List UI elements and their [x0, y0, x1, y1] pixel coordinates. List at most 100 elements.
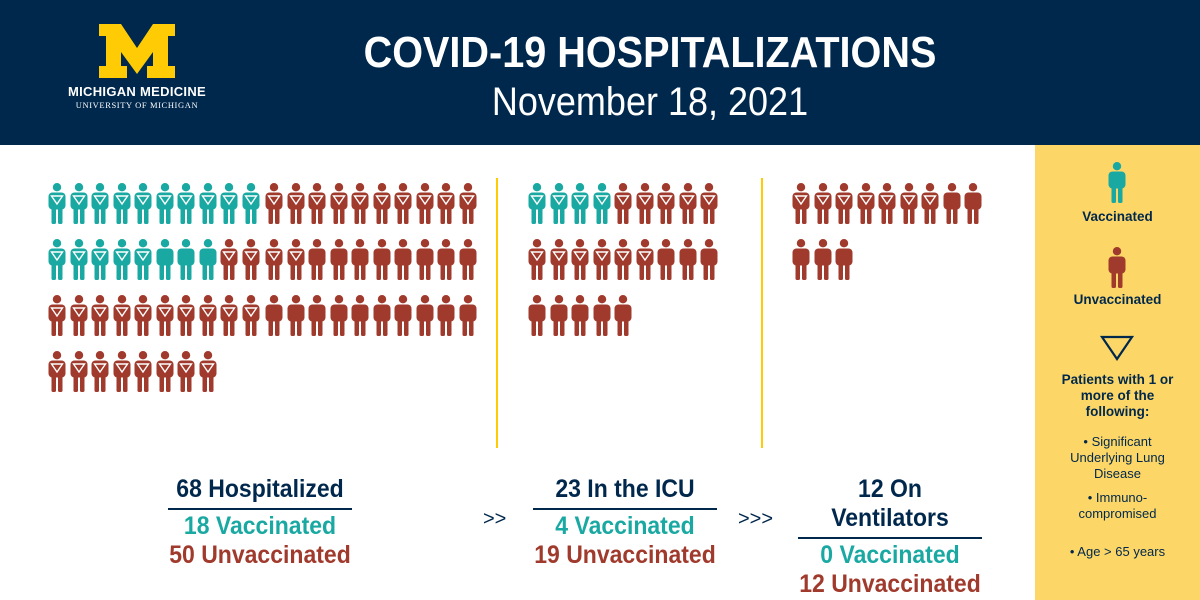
stat-hospitalized: 68 Hospitalized 18 Vaccinated 50 Unvacci… [160, 475, 360, 570]
unvaccinated-person-icon [921, 183, 939, 224]
unvaccinated-person-icon [70, 351, 87, 392]
unvaccinated-person-icon [394, 183, 412, 224]
unvaccinated-person-icon [550, 295, 567, 336]
arrow-1: >> [483, 508, 507, 530]
unvaccinated-person-icon [835, 239, 853, 280]
stat-hospitalized-vaccinated: 18 Vaccinated [183, 512, 337, 540]
unvaccinated-person-icon [857, 183, 874, 224]
unvaccinated-person-icon [220, 239, 238, 280]
unvaccinated-person-icon [373, 239, 390, 280]
unvaccinated-person-icon [330, 239, 347, 280]
unvaccinated-person-icon [964, 183, 982, 224]
divider-1 [496, 178, 498, 448]
unvaccinated-person-icon [134, 351, 152, 392]
unvaccinated-person-icon [113, 351, 130, 392]
unvaccinated-person-icon [113, 295, 130, 336]
stat-icu-unvaccinated: 19 Unvaccinated [534, 541, 716, 569]
unvaccinated-person-icon [792, 239, 810, 280]
unvaccinated-person-icon [593, 295, 610, 336]
page-date: November 18, 2021 [491, 80, 809, 124]
unvaccinated-person-icon [416, 239, 433, 280]
unvaccinated-person-icon [679, 183, 696, 224]
unvaccinated-person-icon [308, 239, 326, 280]
unvaccinated-person-icon [199, 295, 216, 336]
unvaccinated-person-icon [220, 295, 238, 336]
unvaccinated-person-icon [459, 239, 476, 280]
unvaccinated-person-icon [373, 295, 390, 336]
legend-risk-item-immuno: • Immuno-compromised [1078, 490, 1157, 521]
unvaccinated-person-icon [700, 239, 718, 280]
vaccinated-person-icon [48, 183, 66, 224]
unvaccinated-person-icon [265, 183, 283, 224]
vaccinated-person-icon [550, 183, 567, 224]
unvaccinated-person-icon [156, 295, 173, 336]
unvaccinated-person-icon [636, 239, 653, 280]
vaccinated-person-icon [134, 239, 152, 280]
unvaccinated-person-icon [394, 239, 412, 280]
unvaccinated-person-icon [265, 239, 283, 280]
header-banner: MICHIGAN MEDICINE UNIVERSITY OF MICHIGAN… [0, 0, 1200, 145]
legend-vaccinated-label: Vaccinated [1082, 209, 1153, 224]
block-m-icon [99, 24, 175, 78]
unvaccinated-person-icon [657, 183, 675, 224]
unvaccinated-person-icon [287, 183, 304, 224]
unvaccinated-person-icon [900, 183, 917, 224]
stat-ventilators: 12 On Ventilators 0 Vaccinated 12 Unvacc… [790, 475, 990, 599]
stat-hospitalized-unvaccinated: 50 Unvaccinated [169, 541, 351, 569]
unvaccinated-person-icon [614, 295, 632, 336]
unvaccinated-person-icon [528, 239, 546, 280]
legend-panel: Vaccinated Unvaccinated Patients with 1 … [1035, 145, 1200, 600]
unvaccinated-person-icon [373, 183, 390, 224]
stat-ventilators-vaccinated: 0 Vaccinated [820, 541, 960, 569]
unvaccinated-person-icon [835, 183, 853, 224]
vaccinated-person-icon [177, 239, 195, 280]
unvaccinated-person-icon [416, 295, 433, 336]
unvaccinated-person-icon [308, 295, 326, 336]
unvaccinated-person-icon [330, 295, 347, 336]
stat-icu: 23 In the ICU 4 Vaccinated 19 Unvaccinat… [525, 475, 725, 570]
legend-unvaccinated-label: Unvaccinated [1073, 292, 1162, 307]
unvaccinated-person-icon [437, 239, 455, 280]
stat-ventilators-unvaccinated: 12 Unvaccinated [799, 570, 981, 598]
unvaccinated-person-icon [437, 295, 455, 336]
vaccinated-person-icon [242, 183, 259, 224]
unvaccinated-person-icon [287, 239, 304, 280]
risk-triangle-icon [1100, 335, 1134, 361]
unvaccinated-person-icon [943, 183, 960, 224]
vaccinated-person-icon [199, 183, 216, 224]
vaccinated-person-icon [220, 183, 238, 224]
legend-risk-item-age: • Age > 65 years [1069, 544, 1166, 559]
vaccinated-person-icon [1108, 162, 1126, 203]
unvaccinated-person-icon [351, 295, 369, 336]
vaccinated-person-icon [528, 183, 546, 224]
logo-line1: MICHIGAN MEDICINE [68, 84, 206, 99]
unvaccinated-person-icon [614, 183, 632, 224]
unvaccinated-person-icon [156, 351, 173, 392]
unvaccinated-person-icon [593, 239, 610, 280]
unvaccinated-person-icon [614, 239, 632, 280]
unvaccinated-person-icon [351, 239, 369, 280]
unvaccinated-person-icon [70, 295, 87, 336]
unvaccinated-person-icon [394, 295, 412, 336]
vaccinated-person-icon [70, 183, 87, 224]
unvaccinated-person-icon [242, 239, 259, 280]
unvaccinated-person-icon [437, 183, 455, 224]
legend-risk-heading: Patients with 1 or more of the following… [1061, 372, 1174, 419]
unvaccinated-person-icon [48, 351, 66, 392]
legend-risk-item-lung: • Significant Underlying Lung Disease [1070, 434, 1165, 481]
unvaccinated-person-icon [91, 295, 109, 336]
vaccinated-person-icon [70, 239, 87, 280]
unvaccinated-person-icon [48, 295, 66, 336]
arrow-2: >>> [738, 508, 774, 530]
vaccinated-person-icon [199, 239, 216, 280]
unvaccinated-person-icon [459, 295, 476, 336]
unvaccinated-person-icon [814, 183, 831, 224]
divider-2 [761, 178, 763, 448]
stat-icu-heading: 23 In the ICU [533, 475, 717, 510]
unvaccinated-person-icon [91, 351, 109, 392]
unvaccinated-person-icon [528, 295, 546, 336]
unvaccinated-person-icon [177, 295, 195, 336]
unvaccinated-person-icon [308, 183, 326, 224]
unvaccinated-person-icon [636, 183, 653, 224]
logo-line2: UNIVERSITY OF MICHIGAN [75, 100, 199, 110]
